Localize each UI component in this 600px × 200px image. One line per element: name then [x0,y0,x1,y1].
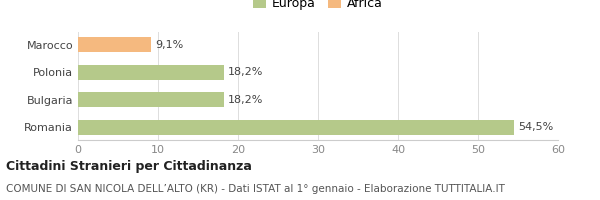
Legend: Europa, Africa: Europa, Africa [250,0,386,13]
Bar [78,37,151,52]
Bar [78,65,224,80]
Text: Cittadini Stranieri per Cittadinanza: Cittadini Stranieri per Cittadinanza [6,160,252,173]
Bar [78,120,514,135]
Bar [78,92,224,107]
Text: 18,2%: 18,2% [227,67,263,77]
Text: 54,5%: 54,5% [518,122,553,132]
Text: 18,2%: 18,2% [227,95,263,105]
Text: 9,1%: 9,1% [155,40,183,50]
Text: COMUNE DI SAN NICOLA DELL’ALTO (KR) - Dati ISTAT al 1° gennaio - Elaborazione TU: COMUNE DI SAN NICOLA DELL’ALTO (KR) - Da… [6,184,505,194]
